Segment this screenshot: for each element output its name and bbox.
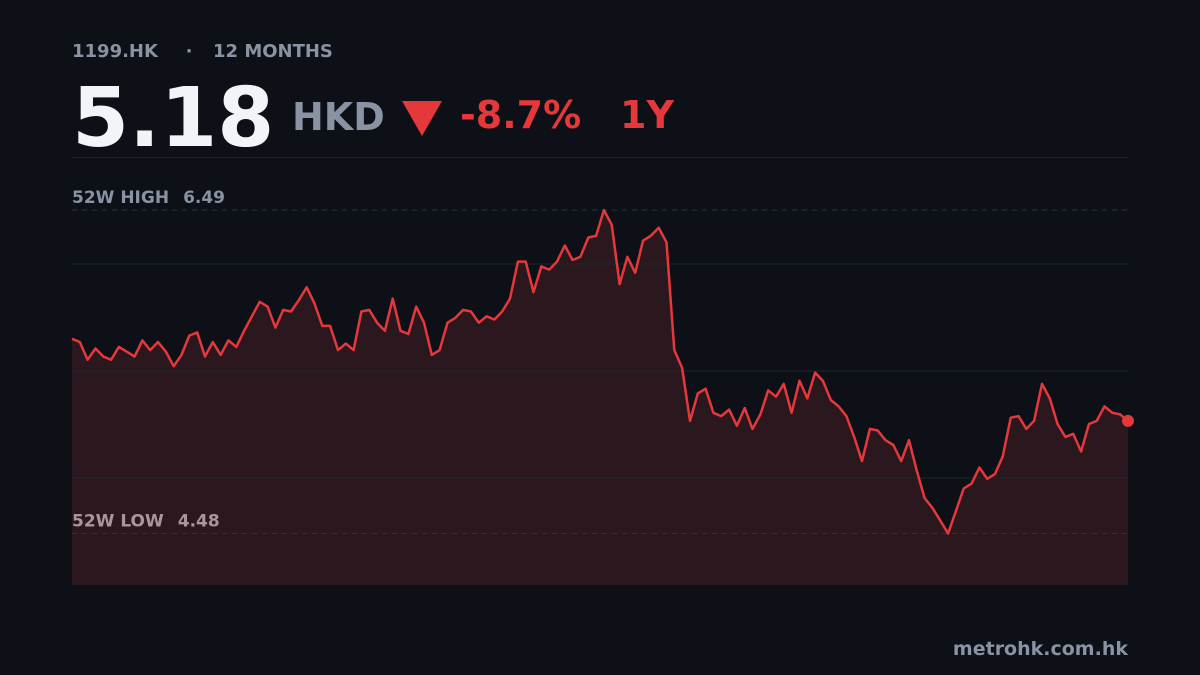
price-line — [71, 208, 1129, 535]
ticker: 1199.HK — [72, 41, 159, 62]
price: 5.18 — [72, 71, 274, 166]
down-arrow — [402, 101, 442, 136]
source: metrohk.com.hk — [953, 638, 1128, 660]
period: 12 MONTHS — [213, 41, 333, 62]
low-value: 4.48 — [178, 512, 220, 532]
range: 1Y — [620, 93, 674, 137]
high-label: 52W HIGH — [72, 188, 169, 208]
change: -8.7% — [460, 93, 581, 137]
low-label: 52W LOW — [72, 512, 164, 532]
high-value: 6.49 — [183, 188, 225, 208]
currency: HKD — [292, 95, 385, 139]
area — [72, 210, 1128, 585]
plot: 52W HIGH 6.49 52W LOW 4.48 — [71, 188, 1134, 585]
last-point — [1122, 414, 1134, 427]
separator-dot: · — [186, 41, 193, 62]
